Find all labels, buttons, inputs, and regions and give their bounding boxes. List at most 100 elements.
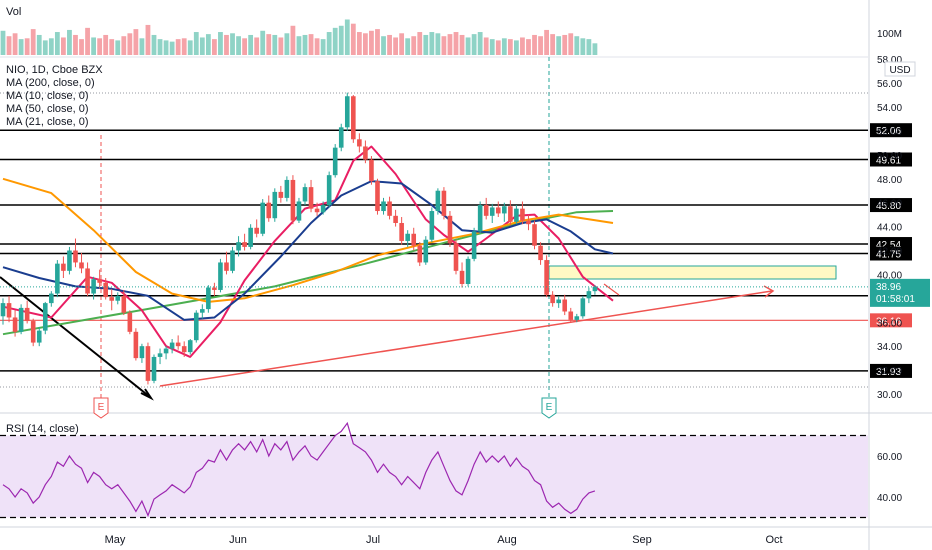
symbol-line[interactable]: NIO, 1D, Cboe BZX (6, 64, 103, 76)
candle-body (85, 268, 90, 294)
volume-bar (520, 37, 525, 55)
price-axis-tick: 44.00 (877, 223, 902, 234)
candle-body (417, 245, 423, 263)
candle-body (36, 330, 42, 343)
candle-body (441, 190, 447, 216)
candle-body (218, 262, 223, 290)
volume-bar (399, 33, 405, 55)
candle-body (127, 312, 133, 332)
candle-body (532, 224, 537, 246)
level-label-bg (870, 152, 912, 167)
volume-bar (169, 41, 175, 55)
volume-bar (538, 36, 543, 55)
volume-bar (507, 39, 513, 55)
candle-body (363, 146, 368, 160)
volume-bar (423, 34, 429, 55)
volume-bar (157, 39, 163, 55)
candle-body (6, 303, 12, 318)
candle-body (411, 233, 417, 246)
volume-bar (266, 34, 272, 55)
uptrend-line (159, 290, 773, 387)
ma-21-legend[interactable]: MA (21, close, 0) (6, 116, 89, 128)
volume-legend: Vol (6, 6, 22, 18)
volume-bar (429, 32, 435, 55)
volume-bar (0, 30, 6, 55)
candle-body (163, 348, 169, 354)
current-price-tag (870, 278, 930, 307)
volume-bar (163, 40, 169, 55)
level-label-bg (870, 246, 912, 261)
volume-bar (193, 32, 199, 55)
candle-body (151, 356, 157, 381)
volume-bar (411, 36, 417, 55)
volume-bar (477, 32, 483, 55)
candle-body (459, 270, 465, 284)
volume-bar (375, 29, 380, 55)
volume-bar (574, 36, 580, 55)
candle-body (538, 245, 543, 261)
volume-bar (121, 36, 127, 55)
candle-body (206, 287, 211, 310)
volume-bar (272, 34, 278, 55)
rsi-band (0, 435, 868, 518)
supply-zone-rect (548, 265, 837, 280)
trendline-arrow (140, 388, 154, 401)
level-label: 49.61 (876, 155, 901, 166)
candle-body (266, 202, 272, 219)
candle-body (254, 227, 259, 234)
ma-50-legend[interactable]: MA (50, close, 0) (6, 103, 89, 115)
ma-200-legend[interactable]: MA (200, close, 0) (6, 77, 95, 89)
level-label-bg (870, 123, 912, 138)
candle-body (302, 187, 308, 202)
level-label: 45.80 (876, 201, 901, 212)
price-axis-tick: 32.00 (877, 366, 902, 377)
volume-bar (302, 34, 308, 55)
candle-body (236, 242, 241, 251)
level-label: 31.93 (876, 367, 901, 378)
time-axis[interactable]: May Jun Jul Aug Sep Oct (105, 534, 783, 546)
candle-body (61, 263, 66, 271)
candle-body (453, 243, 459, 271)
volume-bar (12, 33, 18, 55)
volume-bar (562, 34, 568, 55)
volume-bar (483, 37, 489, 55)
price-axis[interactable]: 52.0649.6145.8042.5441.7538.2236.1631.93… (870, 29, 930, 504)
time-axis-tick: Aug (497, 534, 517, 546)
candle-body (586, 291, 592, 299)
price-axis-tick: 56.00 (877, 79, 902, 90)
volume-bar (278, 37, 284, 55)
volume-bar (308, 34, 314, 55)
volume-bar (42, 40, 48, 55)
candle-body (49, 293, 54, 304)
price-axis-tick: 36.00 (877, 318, 902, 329)
time-axis-tick: Jun (229, 534, 247, 546)
candle-body (139, 346, 145, 359)
candle-body (145, 346, 151, 381)
volume-bar (181, 38, 187, 55)
level-label: 52.06 (876, 126, 901, 137)
volume-bar (314, 38, 320, 55)
volume-bar (230, 33, 235, 55)
candle-body (181, 346, 187, 353)
candle-body (320, 205, 326, 213)
candle-body (477, 205, 483, 232)
candle-body (175, 342, 181, 347)
ma-10-legend[interactable]: MA (10, close, 0) (6, 90, 89, 102)
volume-bar (242, 38, 247, 55)
rsi-legend[interactable]: RSI (14, close) (6, 423, 79, 435)
candle-body (55, 263, 60, 294)
volume-bar (465, 37, 471, 55)
current-price-value: 38.96 (876, 282, 901, 293)
candle-body (12, 317, 18, 332)
candle-body (435, 190, 441, 212)
volume-bar (97, 38, 103, 55)
candle-body (133, 331, 139, 359)
candle-body (447, 215, 453, 244)
volume-bar (417, 32, 423, 55)
candle-body (278, 191, 284, 198)
volume-bar (344, 19, 350, 56)
candle-body (79, 262, 84, 269)
time-axis-tick: Sep (632, 534, 652, 546)
